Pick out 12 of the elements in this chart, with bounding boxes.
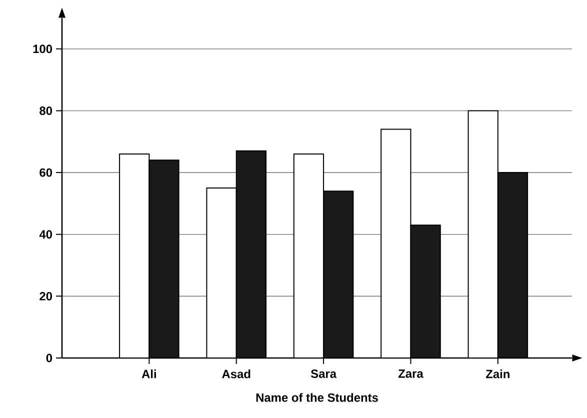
y-tick-label: 0 bbox=[46, 354, 52, 362]
x-axis-title: Name of the Students bbox=[256, 393, 378, 402]
y-tick-label: 100 bbox=[33, 44, 52, 54]
y-tick-label: 80 bbox=[40, 106, 52, 115]
x-tick-label: Zain bbox=[486, 370, 510, 378]
x-tick-label: Ali bbox=[142, 370, 156, 378]
x-tick-label: Zara bbox=[398, 369, 424, 378]
x-tick-label: Sara bbox=[310, 369, 337, 378]
y-tick-label: 60 bbox=[40, 168, 52, 177]
y-tick-label: 40 bbox=[39, 230, 52, 239]
x-tick-label: Asad bbox=[222, 370, 250, 378]
y-tick-label: 20 bbox=[40, 292, 52, 300]
